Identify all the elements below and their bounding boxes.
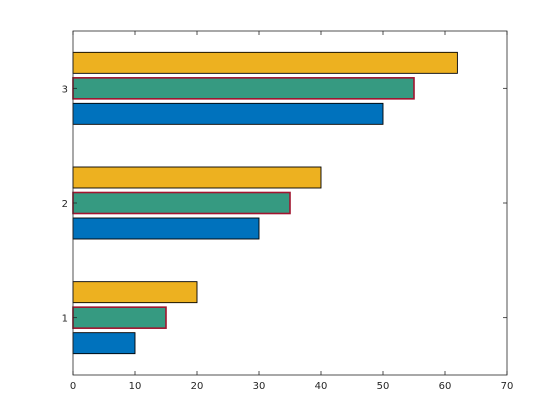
x-tick-label: 0 xyxy=(70,381,76,392)
x-tick-label: 20 xyxy=(191,381,204,392)
x-axis: 0 10 20 30 40 50 60 70 xyxy=(70,31,514,392)
y-tick-label: 2 xyxy=(62,199,68,210)
bar-cat1-series2 xyxy=(72,306,167,329)
bar-cat3-series2 xyxy=(72,77,415,100)
x-tick-label: 40 xyxy=(315,381,328,392)
bar-cat2-series3 xyxy=(72,166,322,189)
x-tick-label: 30 xyxy=(253,381,266,392)
bar-cat1-series3 xyxy=(72,281,198,304)
bar-cat3-series1 xyxy=(72,102,384,125)
y-axis: 1 2 3 xyxy=(62,84,507,325)
x-tick-label: 10 xyxy=(129,381,142,392)
bar-cat1-series1 xyxy=(72,332,136,355)
y-tick-label: 1 xyxy=(62,314,68,325)
x-tick-label: 60 xyxy=(439,381,452,392)
bar-cat2-series1 xyxy=(72,217,260,240)
x-tick-label: 70 xyxy=(501,381,514,392)
bars-group xyxy=(72,51,458,355)
bar-cat2-series2 xyxy=(72,191,291,215)
x-tick-label: 50 xyxy=(377,381,390,392)
bar-cat3-series3 xyxy=(72,51,458,74)
y-tick-label: 3 xyxy=(62,84,68,95)
